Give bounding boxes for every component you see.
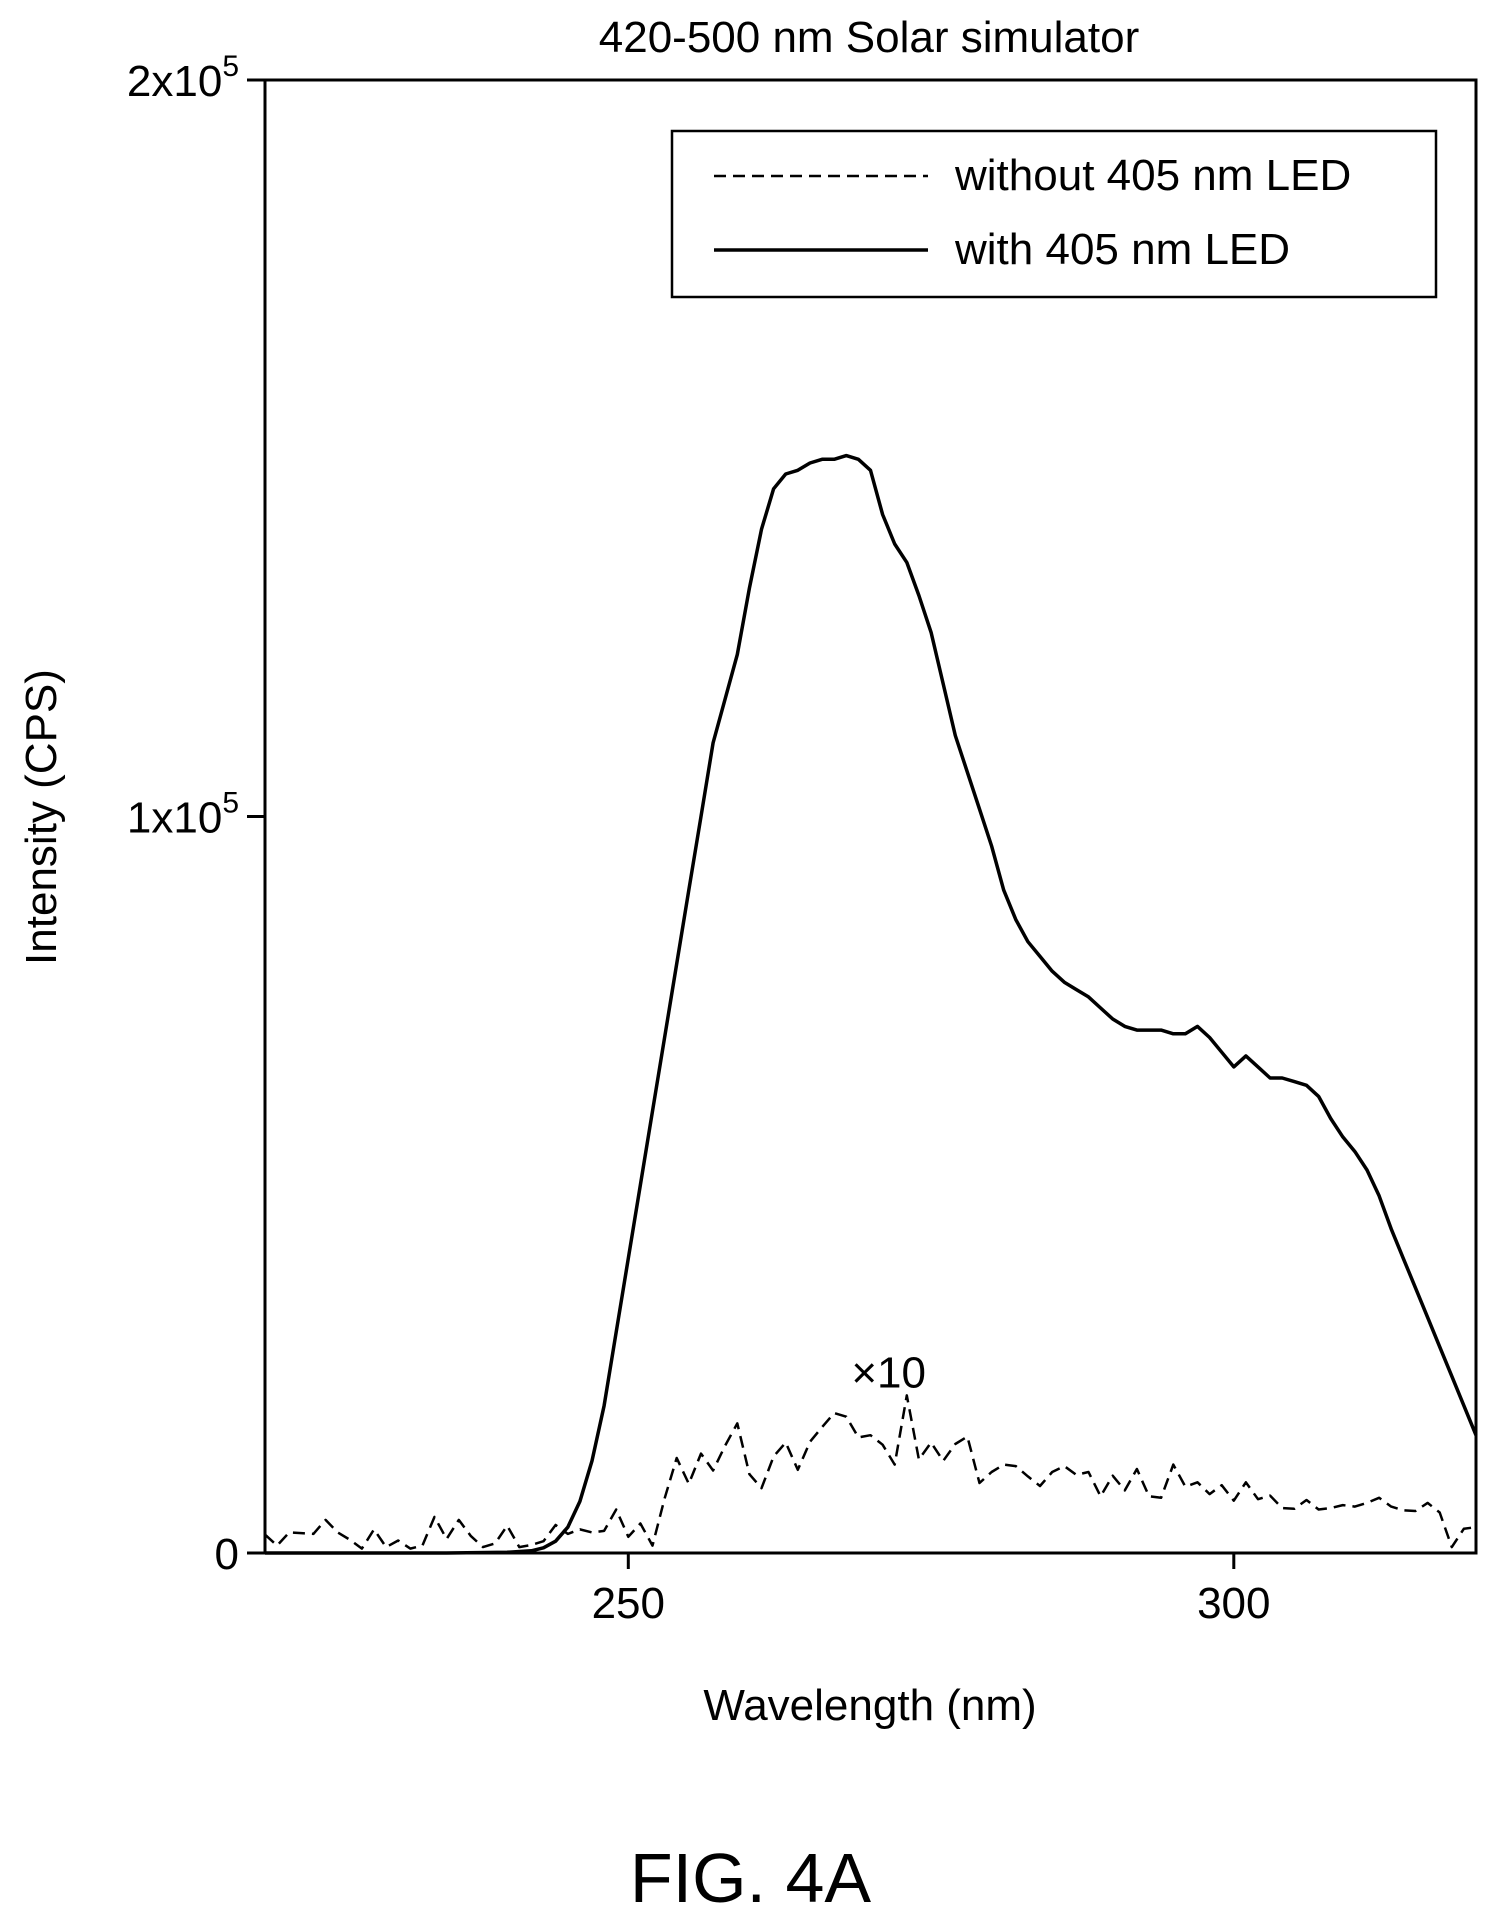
x-tick-label-250: 250 <box>592 1579 665 1628</box>
figure-label: FIG. 4A <box>629 1839 872 1917</box>
annotation-x10: ×10 <box>851 1348 926 1397</box>
chart-title: 420-500 nm Solar simulator <box>599 13 1139 62</box>
y-tick-label-1: 1x105 <box>127 787 239 843</box>
y-axis-label: Intensity (CPS) <box>17 669 66 965</box>
y-tick-label-2: 2x105 <box>127 50 239 106</box>
legend-box <box>670 129 1438 299</box>
legend: without 405 nm LED with 405 nm LED <box>670 129 1438 299</box>
axis-layer: 250 300 0 1x105 2x105 <box>127 50 1271 1628</box>
legend-label-without-led: without 405 nm LED <box>954 151 1351 200</box>
x-tick-label-300: 300 <box>1197 1579 1270 1628</box>
x-axis-label: Wavelength (nm) <box>703 1681 1036 1730</box>
y-tick-label-0: 0 <box>215 1530 239 1579</box>
data-layer: ×10 <box>264 453 1478 1555</box>
plot-frame <box>263 78 1478 1555</box>
legend-label-with-led: with 405 nm LED <box>954 225 1290 274</box>
series-line-without-led <box>264 1394 1477 1550</box>
series-line-with-led <box>265 453 1478 1555</box>
